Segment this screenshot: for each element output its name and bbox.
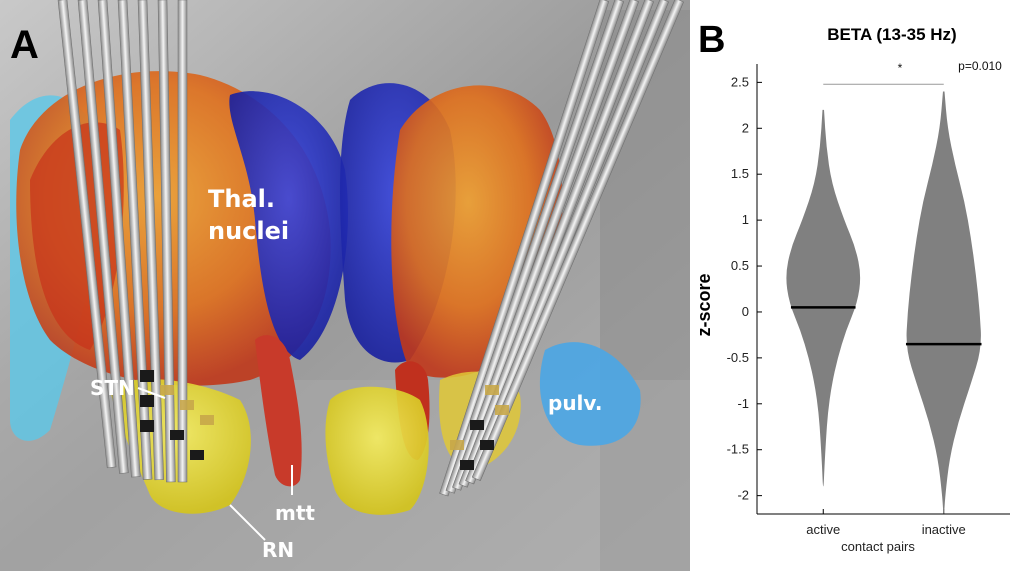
label-mtt: mtt: [275, 501, 315, 525]
brain-rendering-image: A Thal. nuclei STN mtt RN pulv.: [0, 0, 690, 571]
y-tick-label: 1.5: [731, 166, 749, 181]
panel-a-letter: A: [10, 23, 39, 67]
y-axis-label: z-score: [694, 273, 714, 336]
panel-b-violin-chart: B BETA (13-35 Hz) z-score contact pairs …: [690, 0, 1028, 571]
y-tick-label: 0: [742, 304, 749, 319]
significance-marker: *: [898, 61, 903, 75]
y-tick-label: 2.5: [731, 74, 749, 89]
p-value-label: p=0.010: [958, 59, 1002, 73]
panel-b-letter: B: [698, 19, 725, 61]
y-tick-label: -0.5: [727, 350, 749, 365]
chart-title: BETA (13-35 Hz): [827, 25, 956, 44]
violin-active: [786, 109, 861, 487]
y-tick-label: 2: [742, 120, 749, 135]
label-thal-line2: nuclei: [208, 217, 289, 245]
label-thal-line1: Thal.: [208, 185, 275, 213]
label-rn: RN: [262, 538, 294, 562]
violin-chart: B BETA (13-35 Hz) z-score contact pairs …: [694, 19, 1010, 554]
y-tick-label: 1: [742, 212, 749, 227]
x-tick-label: inactive: [922, 522, 966, 537]
y-tick-label: -1: [737, 396, 749, 411]
panel-a-brain-rendering: A Thal. nuclei STN mtt RN pulv.: [0, 0, 690, 571]
y-tick-label: -1.5: [727, 442, 749, 457]
x-axis-label: contact pairs: [841, 539, 915, 554]
y-tick-label: -2: [737, 488, 749, 503]
plot-area: 2.5 2 1.5 1 0.5 0 -0.5 -1 -1.5 -2 active inactive: [727, 64, 1010, 537]
y-tick-label: 0.5: [731, 258, 749, 273]
label-stn: STN: [90, 376, 135, 400]
label-pulv: pulv.: [548, 391, 602, 415]
x-tick-label: active: [806, 522, 840, 537]
violin-inactive: [906, 91, 981, 514]
